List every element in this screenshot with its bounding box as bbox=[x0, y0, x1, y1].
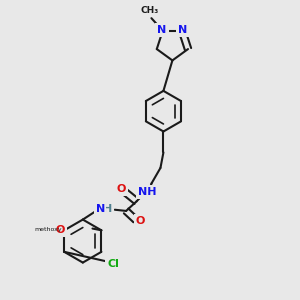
Text: methoxy: methoxy bbox=[34, 227, 62, 232]
Text: NH: NH bbox=[138, 187, 156, 197]
Text: N: N bbox=[95, 204, 105, 214]
Text: CH₃: CH₃ bbox=[141, 6, 159, 15]
Text: H: H bbox=[103, 204, 112, 214]
Text: N: N bbox=[178, 25, 188, 35]
Text: N: N bbox=[157, 25, 167, 35]
Text: Cl: Cl bbox=[107, 259, 119, 269]
Text: O: O bbox=[116, 184, 125, 194]
Text: O: O bbox=[55, 225, 64, 235]
Text: O: O bbox=[136, 216, 145, 226]
